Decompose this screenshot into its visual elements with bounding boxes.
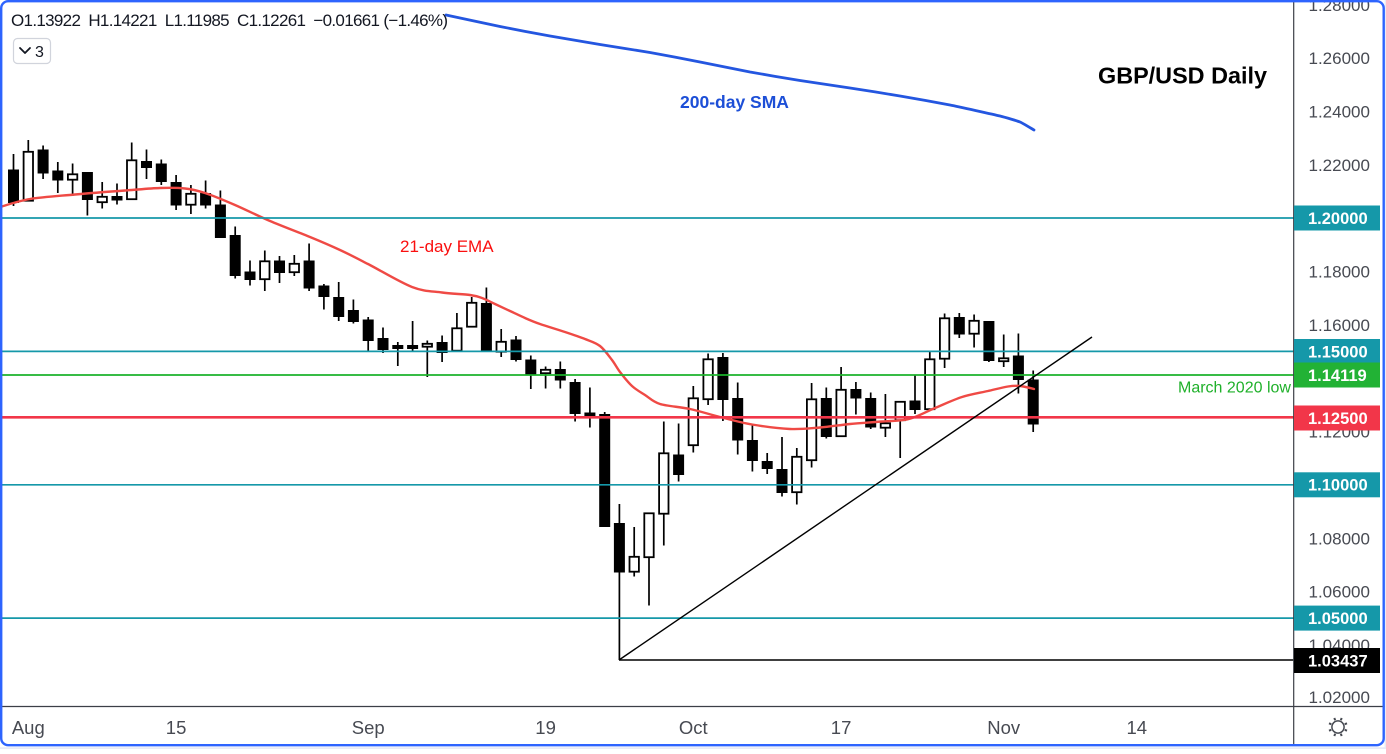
- svg-text:1.20000: 1.20000: [1308, 210, 1368, 228]
- svg-text:200-day SMA: 200-day SMA: [680, 92, 789, 112]
- svg-text:1.05000: 1.05000: [1308, 610, 1368, 628]
- svg-text:1.22000: 1.22000: [1309, 156, 1370, 175]
- svg-text:1.03437: 1.03437: [1308, 652, 1368, 670]
- svg-text:15: 15: [166, 717, 187, 738]
- svg-text:GBP/USD Daily: GBP/USD Daily: [1098, 63, 1267, 89]
- svg-text:1.18000: 1.18000: [1309, 263, 1370, 282]
- svg-text:1.06000: 1.06000: [1309, 583, 1370, 602]
- svg-text:O1.13922 H1.14221 L1.11985: O1.13922 H1.14221 L1.11985 C1.12261 −0.0…: [11, 11, 447, 30]
- svg-text:1.16000: 1.16000: [1309, 316, 1370, 335]
- svg-text:1.12500: 1.12500: [1308, 410, 1368, 428]
- svg-text:Oct: Oct: [679, 717, 708, 738]
- svg-text:1.10000: 1.10000: [1308, 477, 1368, 495]
- svg-text:1.02000: 1.02000: [1309, 688, 1370, 707]
- svg-text:Sep: Sep: [352, 717, 385, 738]
- svg-text:1.24000: 1.24000: [1309, 103, 1370, 122]
- svg-text:1.26000: 1.26000: [1309, 49, 1370, 68]
- svg-text:1.15000: 1.15000: [1308, 343, 1368, 361]
- svg-text:1.28000: 1.28000: [1309, 0, 1370, 15]
- svg-text:14: 14: [1127, 717, 1148, 738]
- svg-text:Nov: Nov: [987, 717, 1021, 738]
- svg-text:21-day EMA: 21-day EMA: [400, 237, 494, 256]
- svg-text:3: 3: [35, 44, 44, 61]
- svg-text:17: 17: [831, 717, 852, 738]
- svg-text:1.14119: 1.14119: [1308, 367, 1367, 385]
- svg-text:March 2020 low: March 2020 low: [1178, 380, 1291, 397]
- svg-text:Aug: Aug: [12, 717, 45, 738]
- svg-text:1.08000: 1.08000: [1309, 529, 1370, 548]
- svg-text:19: 19: [535, 717, 556, 738]
